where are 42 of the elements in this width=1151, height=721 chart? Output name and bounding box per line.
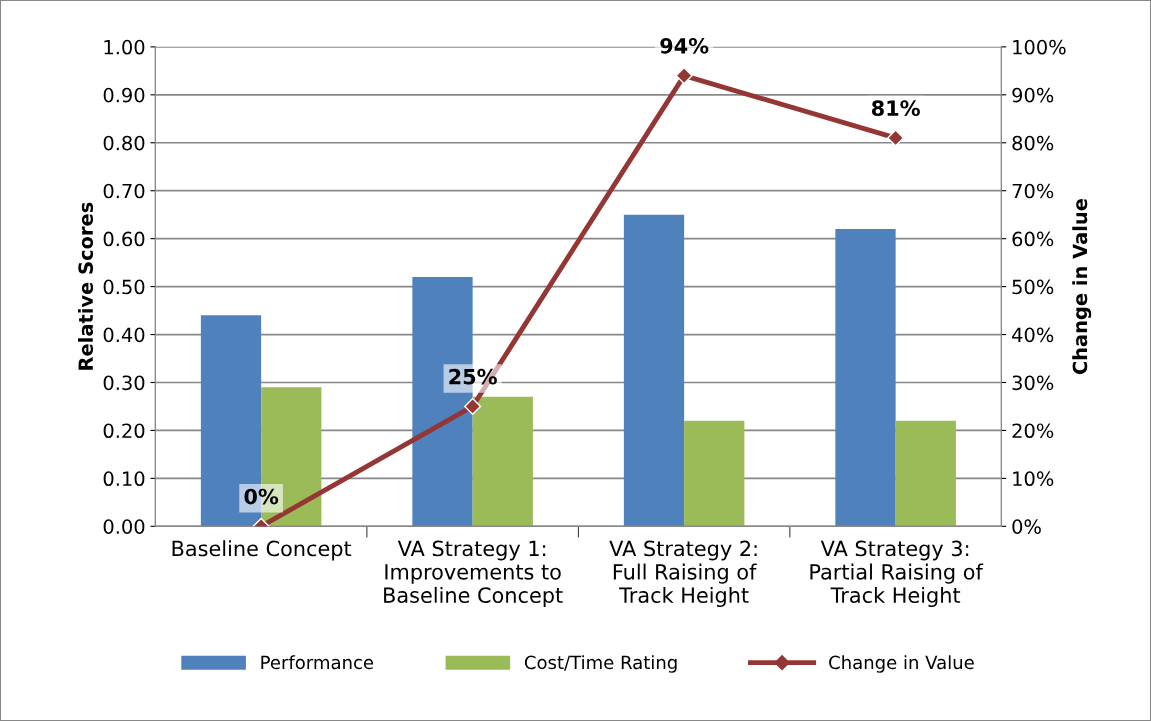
y2-tick-label: 100% [1013,39,1066,55]
y-tick-label: 0.00 [103,519,145,534]
y2-tick-label: 40% [1012,327,1054,343]
y2-tick-label: 60% [1012,231,1054,247]
point [887,129,905,147]
legend-label: Performance [261,655,374,670]
y-tick-label: 0.20 [103,423,145,439]
x-tick-label: VA Strategy 1: Improvements to Baseline Concept [384,540,563,608]
y-tick-label: 0.70 [103,183,145,199]
y2-tick-label: 90% [1012,87,1054,103]
y2-tick-label: 0% [1012,519,1041,534]
x-tick-label: VA Strategy 2: Full Raising of Track Height [609,540,757,608]
y2-tick-label: 50% [1012,279,1054,295]
y2-tick-label: 80% [1012,135,1054,151]
y-tick-label: 0.50 [103,279,145,295]
data-label: 94% [660,37,709,54]
y-tick-label: 0.10 [103,471,145,487]
bar [472,396,533,527]
y2-tick-label: 20% [1012,423,1054,439]
y2-tick-label: 30% [1012,375,1054,391]
bar [835,229,896,527]
y-tick-label: 1.00 [104,39,145,55]
point [675,67,693,85]
y2-tick-label: 10% [1013,471,1054,487]
bar [623,214,685,527]
y-tick-label: 0.80 [103,135,145,151]
y-tick-label: 0.60 [103,231,145,247]
x-tick-label: Baseline Concept [172,540,352,561]
bar [684,420,745,527]
y-axis-title: Relative Scores [77,202,94,370]
data-label: 81% [871,100,920,117]
y2-axis-title: Change in Value [1072,199,1092,375]
legend-label: Cost/Time Rating [524,655,677,673]
data-label: 25% [449,368,497,385]
y-tick-label: 0.30 [103,375,145,391]
data-label: 0% [244,488,279,505]
y-tick-label: 0.40 [103,327,145,343]
y2-tick-label: 70% [1012,183,1054,199]
y-tick-label: 0.90 [103,87,145,103]
x-tick-label: VA Strategy 3: Partial Raising of Track Height [810,540,984,608]
legend-label: Change in Value [829,655,974,673]
bar [895,420,956,527]
